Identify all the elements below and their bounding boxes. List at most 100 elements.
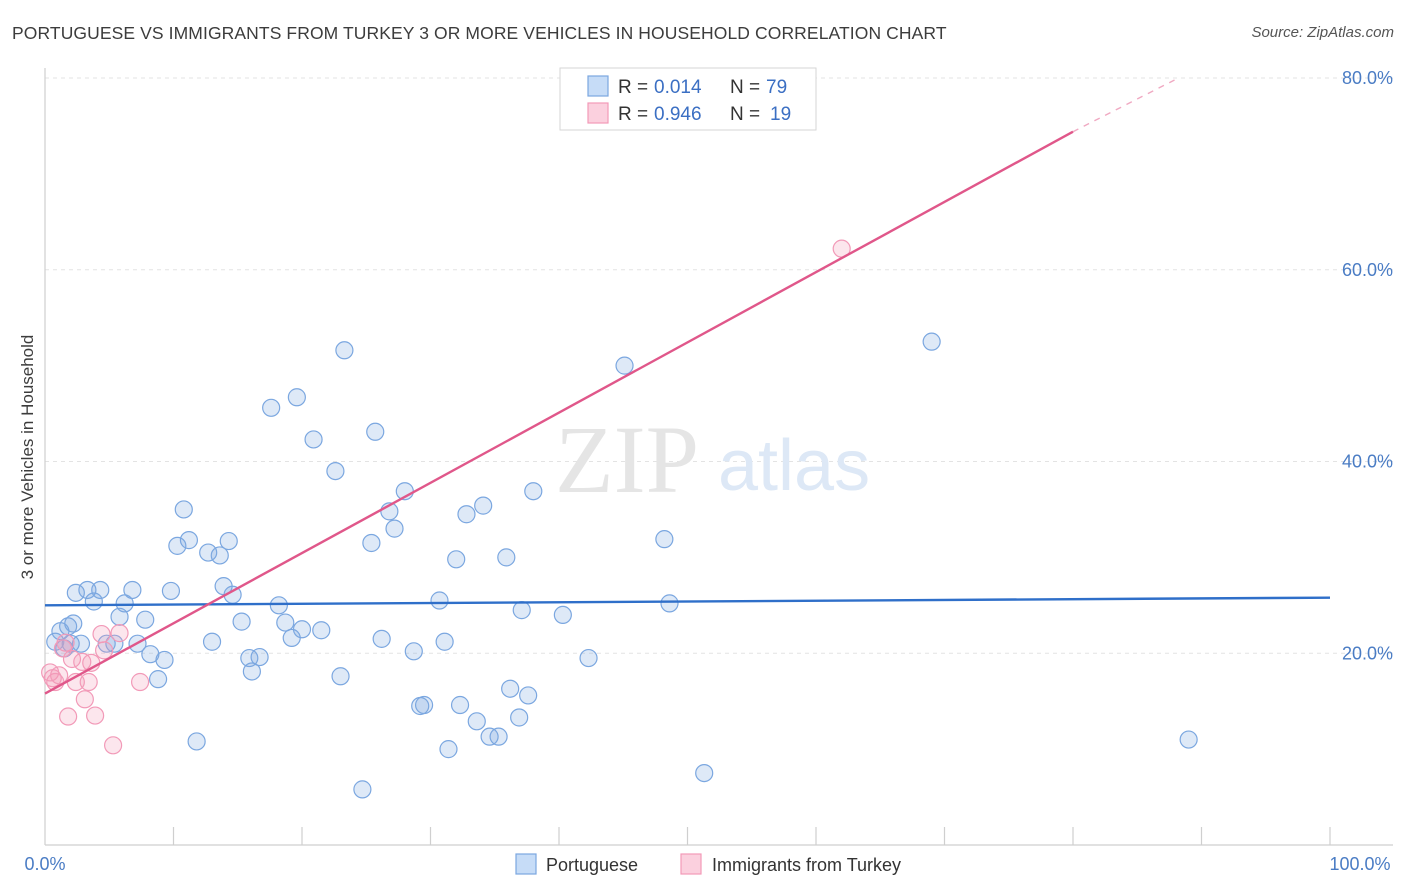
bottom-legend-label-portuguese: Portuguese bbox=[546, 855, 638, 875]
portuguese-point-34 bbox=[242, 662, 261, 681]
portuguese-point-37 bbox=[269, 596, 288, 615]
y-axis-tick-labels: 20.0% 40.0% 60.0% 80.0% bbox=[1342, 68, 1393, 663]
legend-box: R = 0.014 N = 79 R = 0.946 N = 19 bbox=[559, 67, 817, 131]
legend-r-value-1: 0.946 bbox=[654, 104, 702, 125]
portuguese-point-48 bbox=[362, 533, 381, 553]
portuguese-point-38 bbox=[276, 613, 295, 632]
bottom-legend-swatch-portuguese bbox=[515, 853, 537, 875]
portuguese-point-40 bbox=[287, 388, 306, 407]
portuguese-point-14 bbox=[115, 594, 134, 613]
turkey-point-13 bbox=[86, 706, 105, 725]
portuguese-point-78 bbox=[695, 763, 714, 783]
portuguese-point-68 bbox=[501, 679, 520, 698]
portuguese-point-72 bbox=[524, 482, 543, 501]
portuguese-point-59 bbox=[439, 740, 458, 759]
y-axis-title: 3 or more Vehicles in Household bbox=[18, 335, 37, 580]
trend-line-turkey bbox=[44, 130, 1074, 695]
portuguese-point-44 bbox=[326, 461, 345, 481]
portuguese-point-8 bbox=[78, 580, 97, 600]
watermark-atlas: atlas bbox=[718, 426, 870, 506]
portuguese-point-12 bbox=[105, 634, 124, 653]
chart-title: PORTUGUESE VS IMMIGRANTS FROM TURKEY 3 O… bbox=[12, 23, 947, 43]
portuguese-point-13 bbox=[110, 607, 129, 626]
portuguese-point-69 bbox=[510, 708, 529, 727]
portuguese-point-30 bbox=[219, 531, 238, 551]
portuguese-point-61 bbox=[450, 695, 470, 715]
turkey-point-11 bbox=[79, 672, 98, 692]
portuguese-point-25 bbox=[187, 732, 206, 751]
legend-swatch-portuguese bbox=[587, 75, 609, 97]
portuguese-point-46 bbox=[335, 341, 354, 360]
axes bbox=[44, 68, 1393, 846]
portuguese-point-36 bbox=[262, 398, 281, 417]
watermark: ZIP atlas bbox=[555, 406, 870, 513]
portuguese-point-54 bbox=[404, 642, 423, 661]
legend-n-value-1: 19 bbox=[770, 104, 791, 125]
legend-r-label-1: R = bbox=[618, 104, 648, 125]
turkey-point-15 bbox=[95, 641, 114, 660]
series-portuguese-points bbox=[46, 332, 1198, 799]
portuguese-point-52 bbox=[385, 519, 404, 538]
portuguese-point-80 bbox=[1179, 730, 1198, 749]
portuguese-point-74 bbox=[579, 648, 598, 668]
portuguese-point-41 bbox=[292, 620, 312, 639]
portuguese-point-27 bbox=[202, 632, 222, 651]
portuguese-point-17 bbox=[136, 610, 155, 629]
portuguese-point-56 bbox=[414, 695, 434, 715]
portuguese-point-35 bbox=[250, 647, 269, 667]
bottom-legend-label-turkey: Immigrants from Turkey bbox=[712, 855, 901, 875]
legend-r-value-0: 0.014 bbox=[654, 77, 702, 98]
portuguese-point-62 bbox=[457, 505, 476, 524]
legend-n-value-0: 79 bbox=[766, 77, 787, 98]
x-axis-ticks bbox=[172, 827, 1331, 845]
portuguese-point-79 bbox=[922, 332, 941, 351]
portuguese-point-26 bbox=[199, 543, 218, 562]
turkey-point-6 bbox=[59, 707, 78, 726]
turkey-point-17 bbox=[110, 624, 129, 643]
portuguese-point-67 bbox=[497, 548, 516, 567]
legend-r-label-0: R = bbox=[618, 77, 648, 98]
portuguese-point-22 bbox=[168, 536, 187, 555]
portuguese-point-15 bbox=[123, 580, 142, 600]
portuguese-point-58 bbox=[435, 632, 454, 651]
portuguese-point-28 bbox=[210, 546, 229, 565]
portuguese-point-71 bbox=[519, 686, 538, 705]
portuguese-point-49 bbox=[366, 422, 385, 441]
trend-line-portuguese bbox=[44, 596, 1331, 607]
turkey-point-3 bbox=[50, 666, 69, 685]
portuguese-point-19 bbox=[148, 670, 168, 689]
portuguese-point-21 bbox=[161, 581, 181, 601]
y-tick-label-80: 80.0% bbox=[1342, 68, 1393, 88]
turkey-point-7 bbox=[62, 649, 82, 669]
turkey-point-18 bbox=[130, 672, 150, 692]
bottom-legend: Portuguese Immigrants from Turkey bbox=[515, 853, 901, 875]
portuguese-point-70 bbox=[512, 601, 531, 620]
portuguese-point-76 bbox=[655, 530, 674, 549]
portuguese-point-7 bbox=[71, 634, 91, 653]
turkey-point-5 bbox=[56, 633, 75, 652]
trend-line-turkey-extension bbox=[1072, 79, 1175, 133]
portuguese-point-50 bbox=[372, 629, 391, 648]
trend-lines bbox=[44, 79, 1331, 695]
portuguese-point-6 bbox=[66, 583, 85, 602]
legend-n-label-0: N = bbox=[730, 77, 760, 98]
portuguese-point-75 bbox=[615, 356, 634, 375]
portuguese-point-64 bbox=[474, 496, 493, 515]
chart-source: Source: ZipAtlas.com bbox=[1251, 24, 1394, 41]
x-tick-label-max: 100.0% bbox=[1329, 854, 1390, 874]
y-tick-label-40: 40.0% bbox=[1342, 452, 1393, 472]
portuguese-point-24 bbox=[179, 531, 199, 550]
legend-swatch-turkey bbox=[587, 102, 609, 124]
legend-n-label-1: N = bbox=[730, 104, 760, 125]
portuguese-point-42 bbox=[304, 430, 323, 449]
portuguese-point-10 bbox=[91, 580, 110, 600]
portuguese-point-73 bbox=[553, 605, 572, 625]
portuguese-point-66 bbox=[489, 727, 508, 746]
portuguese-point-5 bbox=[64, 614, 83, 633]
portuguese-point-32 bbox=[232, 612, 251, 631]
turkey-point-16 bbox=[104, 736, 123, 755]
x-tick-label-min: 0.0% bbox=[24, 854, 65, 874]
watermark-zip: ZIP bbox=[555, 406, 699, 513]
portuguese-point-63 bbox=[467, 712, 486, 731]
